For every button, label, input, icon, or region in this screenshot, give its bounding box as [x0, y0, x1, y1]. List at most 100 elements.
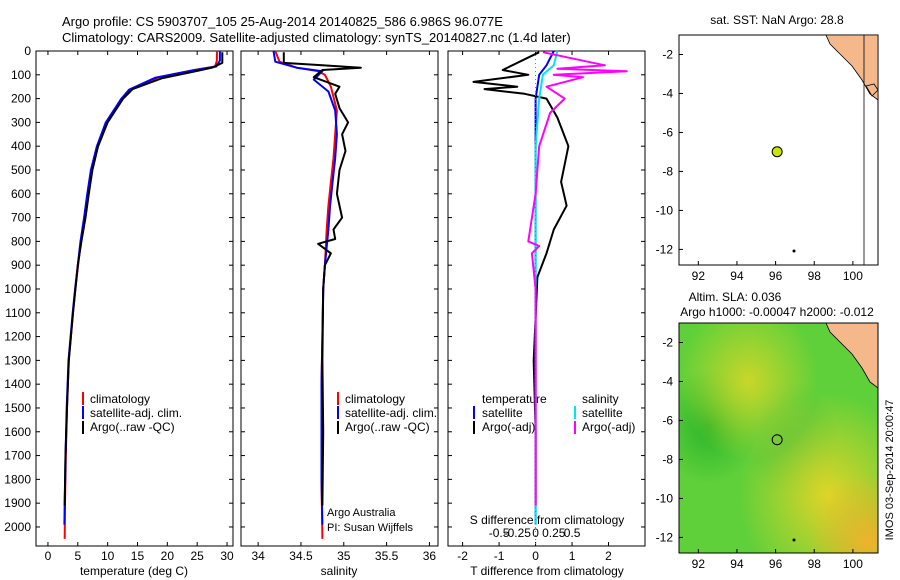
- depth-tick-label: 1000: [4, 282, 31, 296]
- legend-label-salinity-argo: Argo(-adj): [582, 420, 635, 434]
- salinity-difference-tick-label: 0: [532, 526, 539, 540]
- depth-tick-label: 100: [11, 68, 31, 82]
- temperature-series-2: [63, 52, 224, 506]
- temperature-legend: climatology satellite-adj. clim. Argo(..…: [82, 392, 182, 434]
- legend-label-salinity-satellite: satellite: [582, 406, 623, 420]
- salinity-series-1: [272, 50, 338, 525]
- legend-label-argo: Argo(..raw -QC): [90, 420, 175, 434]
- sla-map-ytick-label: -12: [656, 530, 674, 544]
- sla-map-ytick-label: -4: [662, 374, 673, 388]
- sla-field-anomaly-corner: [679, 323, 878, 553]
- temperature-xlabel: temperature (deg C): [80, 564, 188, 578]
- sst-map-ytick-label: -6: [662, 125, 673, 139]
- legend-label-temperature-satellite: satellite: [482, 406, 523, 420]
- depth-tick-label: 800: [11, 234, 31, 248]
- sla-map-title-line-2: Argo h1000: -0.00047 h2000: -0.012: [680, 305, 874, 319]
- depth-tick-label: 0: [24, 44, 31, 58]
- temperature-series-0: [63, 51, 218, 539]
- sla-map-xtick-label: 100: [843, 557, 863, 571]
- temperature-panel: climatology satellite-adj. clim. Argo(..…: [35, 50, 234, 578]
- sla-map-frame: [678, 322, 879, 554]
- sst-map-xtick-label: 100: [843, 269, 863, 283]
- difference-xtick-label: 2: [605, 549, 612, 563]
- salinity-xtick-label: 35.5: [375, 549, 399, 563]
- salinity-panel: climatology satellite-adj. clim. Argo(..…: [240, 50, 439, 578]
- difference-xtick-label: 1: [569, 549, 576, 563]
- legend-label-climatology: climatology: [90, 392, 150, 406]
- difference-series-1: [472, 51, 570, 506]
- legend-title-temperature: temperature: [482, 392, 547, 406]
- salinity-xtick-label: 34.5: [289, 549, 313, 563]
- sst-map-ytick-label: -4: [662, 86, 673, 100]
- sla-map-xtick-label: 94: [730, 557, 744, 571]
- depth-tick-label: 400: [11, 139, 31, 153]
- sla-map-ytick-label: -8: [662, 452, 673, 466]
- salinity-xlabel: salinity: [321, 564, 358, 578]
- depth-tick-label: 1600: [4, 425, 31, 439]
- legend-label-argo: Argo(..raw -QC): [345, 420, 430, 434]
- sla-map-dot: [792, 538, 796, 542]
- depth-tick-label: 1100: [5, 306, 31, 320]
- imos-timestamp-label: IMOS 03-Sep-2014 20:00:47: [884, 400, 896, 541]
- temperature-plot-frame: [35, 50, 234, 547]
- sst-map-dot: [792, 249, 796, 253]
- legend-title-salinity: salinity: [582, 392, 619, 406]
- sla-map-ytick-label: -2: [662, 335, 673, 349]
- temperature-xtick-label: 30: [220, 549, 234, 563]
- sst-map-ytick-label: -8: [662, 164, 673, 178]
- header-line-1: Argo profile: CS 5903707_105 25-Aug-2014…: [62, 14, 503, 29]
- depth-tick-label: 1700: [4, 449, 31, 463]
- sst-map-float-marker: [771, 146, 783, 158]
- sst-map-ytick-label: -10: [656, 203, 674, 217]
- temperature-xtick-label: 5: [74, 549, 81, 563]
- temperature-xtick-label: 0: [45, 549, 52, 563]
- sst-map-land: [825, 34, 879, 101]
- sla-map-field: [679, 323, 878, 553]
- sst-map-xtick-label: 92: [692, 269, 706, 283]
- sst-map-title: sat. SST: NaN Argo: 28.8: [710, 13, 844, 27]
- difference-xtick-label: -2: [457, 549, 468, 563]
- header-line-2: Climatology: CARS2009. Satellite-adjuste…: [62, 30, 571, 45]
- depth-tick-label: 1800: [4, 472, 31, 486]
- legend-label-satellite: satellite-adj. clim.: [345, 406, 437, 420]
- depth-tick-label: 300: [11, 115, 31, 129]
- salinity-xtick-label: 36: [423, 549, 437, 563]
- sla-map-ytick-label: -6: [662, 413, 673, 427]
- temperature-xtick-label: 10: [101, 549, 115, 563]
- salinity-plot-frame: [240, 50, 439, 547]
- depth-tick-label: 1200: [4, 330, 31, 344]
- sla-map-ytick-label: -10: [656, 491, 674, 505]
- difference-xlabel-salinity: S difference from climatology: [470, 513, 625, 527]
- difference-panel: temperature satellite Argo(-adj) salinit…: [447, 50, 646, 578]
- difference-xtick-label: 0: [532, 549, 539, 563]
- salinity-difference-tick-label: -0.25: [504, 526, 532, 540]
- depth-tick-label: 1500: [4, 401, 31, 415]
- sst-map-xtick-label: 98: [808, 269, 822, 283]
- difference-xlabel-temperature: T difference from climatology: [470, 564, 624, 578]
- salinity-xtick-label: 35: [337, 549, 351, 563]
- salinity-difference-tick-label: 0.5: [564, 526, 581, 540]
- depth-tick-label: 1300: [4, 353, 31, 367]
- temperature-xtick-label: 15: [131, 549, 145, 563]
- difference-xtick-label: -1: [494, 549, 505, 563]
- temperature-xtick-label: 20: [161, 549, 175, 563]
- salinity-difference-tick-label: -0.5: [489, 526, 510, 540]
- legend-label-satellite: satellite-adj. clim.: [90, 406, 182, 420]
- salinity-series-2: [282, 52, 362, 506]
- sla-map-xtick-label: 96: [769, 557, 783, 571]
- sst-map-xtick-label: 96: [769, 269, 783, 283]
- sla-map-float-marker: [771, 434, 783, 446]
- temperature-xtick-label: 25: [191, 549, 205, 563]
- difference-plot-frame: [447, 50, 646, 547]
- depth-tick-label: 1900: [4, 496, 31, 510]
- sst-map-land-island: [865, 83, 879, 97]
- legend-label-temperature-argo: Argo(-adj): [482, 420, 535, 434]
- difference-legend: temperature satellite Argo(-adj) salinit…: [473, 392, 635, 434]
- salinity-xtick-label: 34: [251, 549, 265, 563]
- sst-map-xtick-label: 94: [730, 269, 744, 283]
- salinity-difference-tick-label: 0.25: [542, 526, 566, 540]
- sla-map-xtick-label: 92: [692, 557, 706, 571]
- sst-map-panel: sat. SST: NaN Argo: 28.8: [678, 13, 879, 266]
- depth-tick-label: 1400: [4, 377, 31, 391]
- sst-map-ytick-label: -2: [662, 47, 673, 61]
